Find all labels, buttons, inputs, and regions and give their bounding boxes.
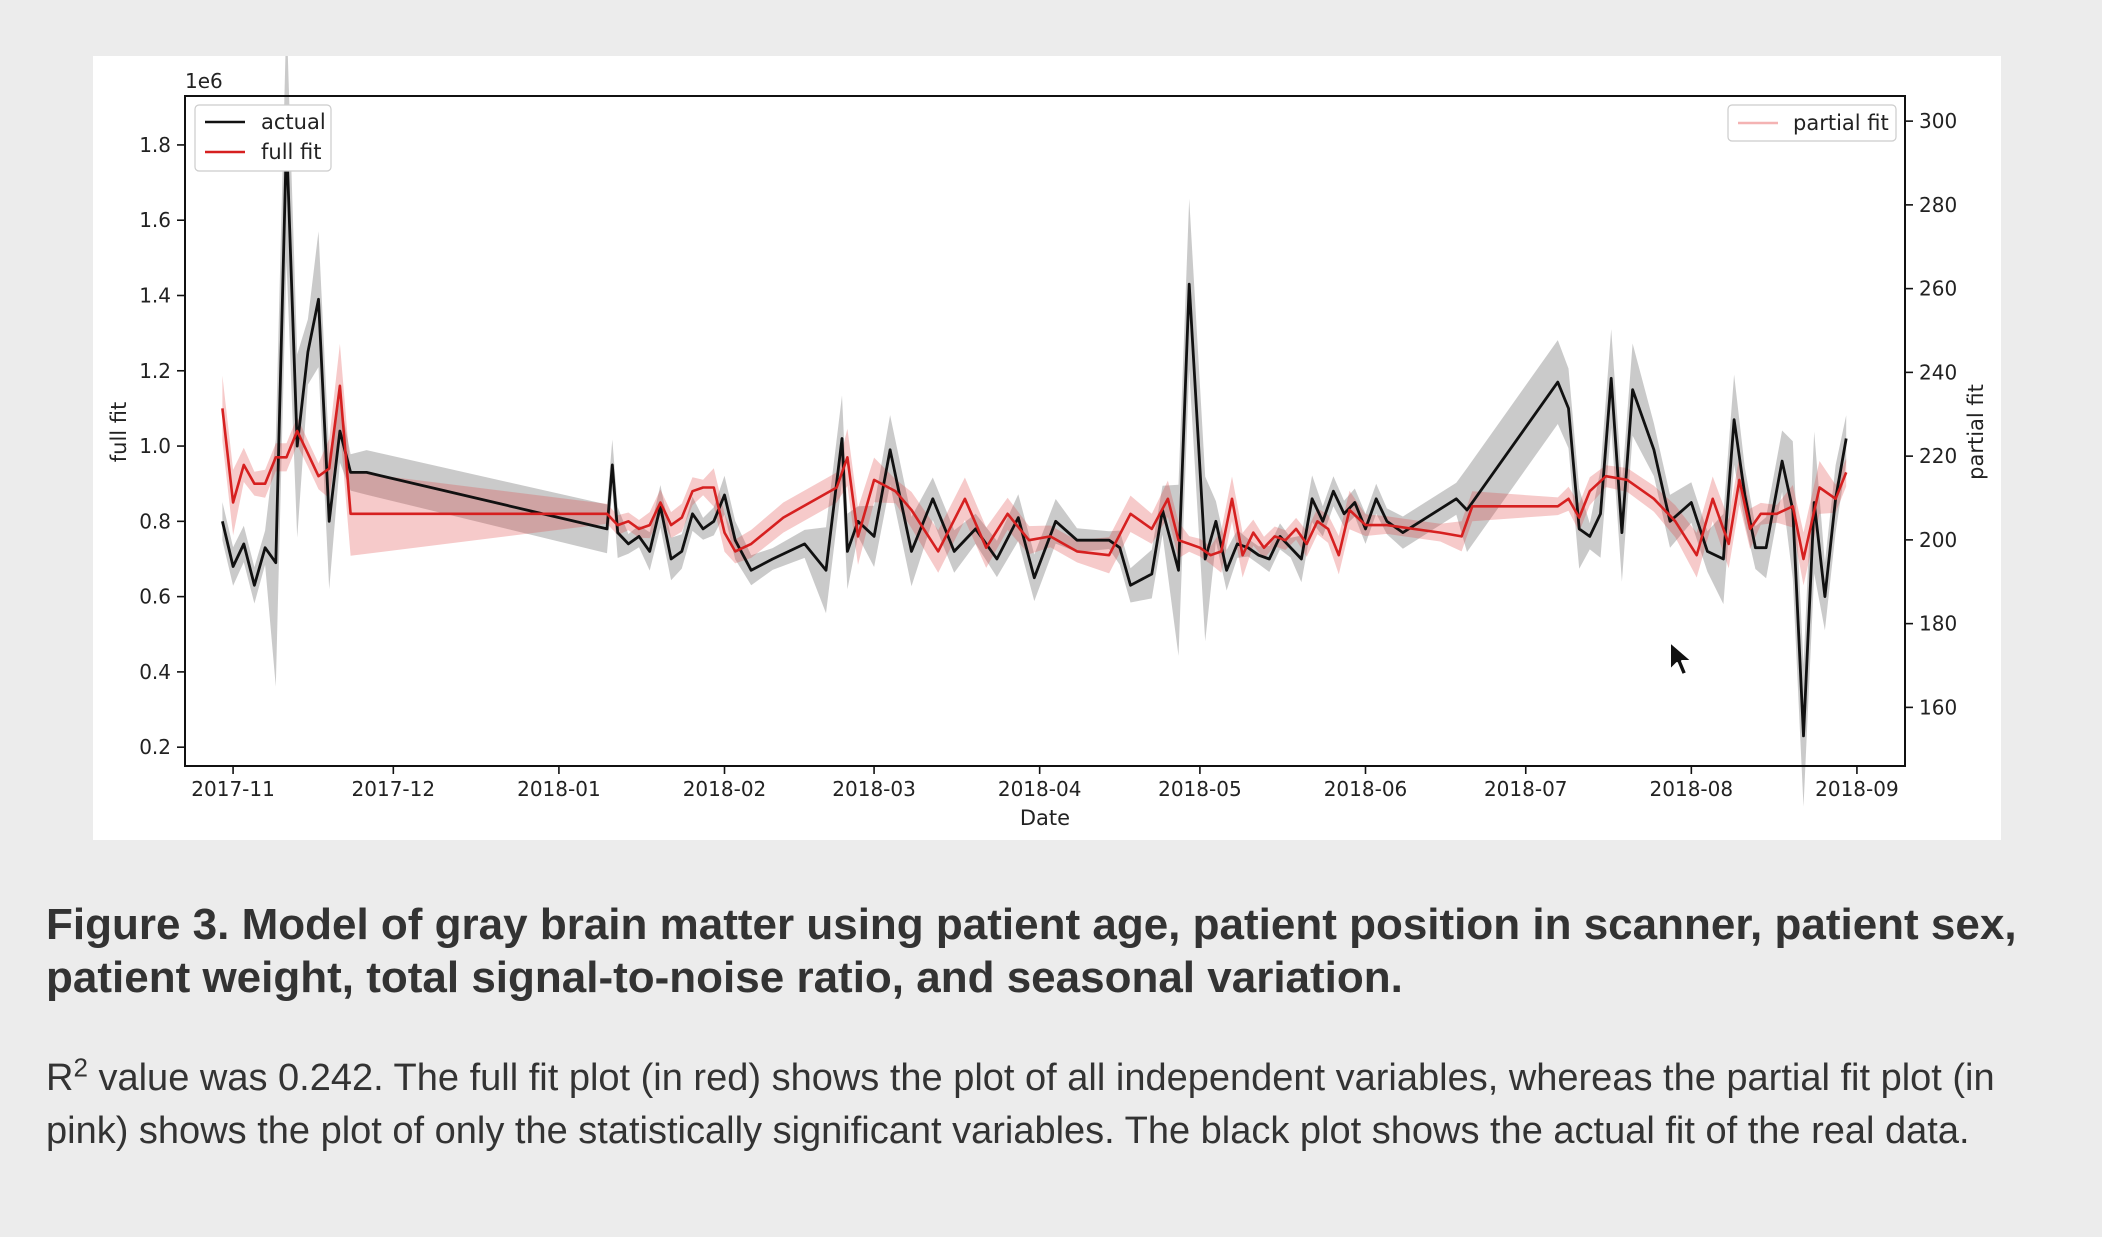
y-right-tick-label: 260 <box>1919 277 1957 301</box>
x-tick-label: 2017-12 <box>352 777 436 801</box>
x-axis-label: Date <box>1020 806 1070 830</box>
y-left-tick-label: 1.2 <box>139 359 171 383</box>
y-right-tick-label: 280 <box>1919 193 1957 217</box>
y-left-tick-label: 0.6 <box>139 585 171 609</box>
y-right-tick-label: 180 <box>1919 612 1957 636</box>
y-left-tick-label: 1.8 <box>139 133 171 157</box>
x-tick-label: 2018-04 <box>998 777 1082 801</box>
x-tick-label: 2018-08 <box>1650 777 1734 801</box>
uncertainty-bands <box>222 56 1847 807</box>
full-fit-confidence-band <box>222 343 1847 586</box>
y-right-tick-label: 240 <box>1919 360 1957 384</box>
caption-rest: value was 0.242. The full fit plot (in r… <box>46 1057 1995 1152</box>
legend-partial-fit-label: partial fit <box>1793 111 1889 135</box>
y-right-tick-label: 300 <box>1919 109 1957 133</box>
y-axis-right-label: partial fit <box>1964 384 1988 480</box>
y-left-tick-label: 0.4 <box>139 660 171 684</box>
actual-line <box>221 136 1848 738</box>
legend-left: actual full fit <box>194 104 332 172</box>
y-left-tick-label: 1.6 <box>139 208 171 232</box>
x-tick-label: 2017-11 <box>191 777 275 801</box>
y-right-tick-label: 220 <box>1919 444 1957 468</box>
axes: 2017-11 2017-12 2018-01 2018-02 2018-03 2018-… <box>139 109 1957 801</box>
actual-confidence-band <box>222 56 1847 807</box>
caption-superscript: 2 <box>73 1052 88 1083</box>
y-left-tick-label: 1.4 <box>139 283 171 307</box>
series-lines <box>221 136 1848 738</box>
legend-right-box <box>1727 104 1897 142</box>
figure-panel: 2017-11 2017-12 2018-01 2018-02 2018-03 2018-… <box>93 56 2001 840</box>
full-fit-line <box>221 384 1848 561</box>
chart: 2017-11 2017-12 2018-01 2018-02 2018-03 2018-… <box>107 56 1988 830</box>
x-tick-label: 2018-07 <box>1484 777 1568 801</box>
x-tick-label: 2018-01 <box>517 777 601 801</box>
x-tick-label: 2018-05 <box>1158 777 1242 801</box>
legend-right: partial fit <box>1727 104 1897 142</box>
x-tick-label: 2018-09 <box>1815 777 1899 801</box>
legend-actual-label: actual <box>261 110 326 134</box>
plot-frame <box>184 95 1906 767</box>
x-tick-label: 2018-06 <box>1324 777 1408 801</box>
figure-caption-title: Figure 3. Model of gray brain matter usi… <box>46 900 2017 1002</box>
x-tick-label: 2018-03 <box>832 777 916 801</box>
y-left-tick-label: 0.2 <box>139 735 171 759</box>
y-left-tick-label: 0.8 <box>139 509 171 533</box>
y-right-tick-label: 200 <box>1919 528 1957 552</box>
y-left-tick-label: 1.0 <box>139 434 171 458</box>
offset-label: 1e6 <box>185 69 223 93</box>
figure-caption-body: R2 value was 0.242. The full fit plot (i… <box>46 1052 2066 1158</box>
legend-full-fit-label: full fit <box>261 140 322 164</box>
x-tick-label: 2018-02 <box>683 777 767 801</box>
y-axis-left-label: full fit <box>107 402 131 463</box>
y-right-tick-label: 160 <box>1919 695 1957 719</box>
mouse-pointer-icon <box>1669 641 1693 676</box>
caption-r: R <box>46 1057 74 1099</box>
